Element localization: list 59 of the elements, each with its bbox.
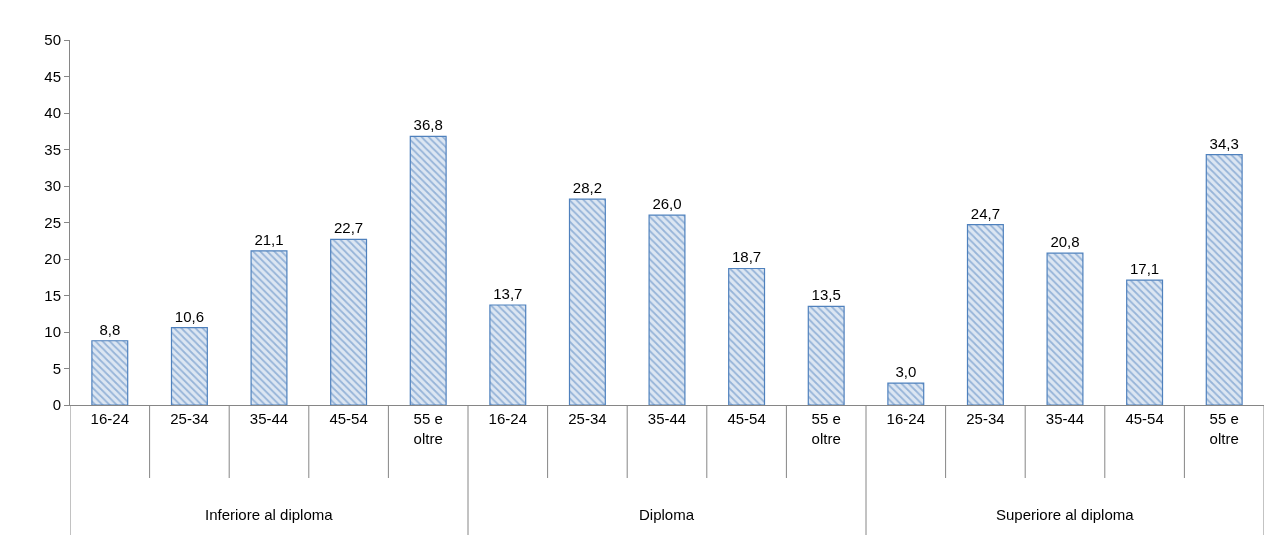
y-tick-label: 20 — [44, 250, 61, 268]
data-label: 10,6 — [174, 307, 204, 325]
data-label: 34,3 — [1209, 134, 1239, 152]
x-tick-label: 25-34 — [170, 410, 209, 427]
x-tick-label: 45-54 — [329, 410, 368, 427]
x-tick-label: 35-44 — [647, 410, 687, 427]
bar — [489, 304, 527, 405]
x-tick-label: 25-34 — [966, 410, 1005, 427]
x-tick-label: 55 e oltre — [413, 410, 443, 447]
y-tick-label: 30 — [44, 177, 61, 195]
data-label: 13,7 — [493, 284, 523, 302]
x-tick-label: 35-44 — [249, 410, 289, 427]
bar — [1126, 279, 1164, 405]
data-label: 8,8 — [99, 320, 121, 338]
bar — [648, 214, 686, 405]
y-tick-label: 50 — [44, 31, 61, 49]
y-tick-label: 5 — [52, 359, 61, 377]
data-label: 20,8 — [1050, 233, 1080, 251]
bar — [568, 198, 606, 405]
data-label: 36,8 — [413, 116, 443, 134]
bar — [966, 224, 1004, 405]
text: Superiore al diploma — [996, 506, 1135, 523]
data-label: 28,2 — [572, 179, 602, 197]
y-tick-label: 35 — [44, 140, 61, 158]
bar — [170, 327, 208, 405]
x-tick-label: 45-54 — [727, 410, 766, 427]
text: Diploma — [639, 506, 695, 523]
bar — [807, 305, 845, 405]
bar — [1205, 154, 1243, 405]
bar — [250, 250, 288, 405]
x-tick-label: 35-44 — [1045, 410, 1085, 427]
y-tick-label: 10 — [44, 323, 61, 341]
y-tick-label: 45 — [44, 67, 61, 85]
x-tick-label: 55 e oltre — [811, 410, 841, 447]
x-tick-label: 55 e oltre — [1209, 410, 1239, 447]
x-tick-label: 16-24 — [488, 410, 527, 427]
data-label: 3,0 — [895, 363, 917, 381]
x-tick-label: 45-54 — [1125, 410, 1164, 427]
data-label: 24,7 — [970, 204, 1000, 222]
bar — [1046, 252, 1084, 405]
data-label: 18,7 — [732, 248, 762, 266]
y-tick-label: 40 — [44, 104, 61, 122]
x-tick-label: 25-34 — [568, 410, 607, 427]
bar — [409, 135, 447, 405]
y-tick-label: 15 — [44, 286, 61, 304]
data-label: 21,1 — [254, 230, 284, 248]
data-label: 22,7 — [334, 219, 364, 237]
data-label: 13,5 — [811, 286, 841, 304]
bar — [330, 238, 368, 405]
text: Inferiore al diploma — [205, 506, 334, 523]
y-tick-label: 25 — [44, 213, 61, 231]
bar — [887, 382, 925, 405]
y-tick-label: 0 — [52, 396, 61, 414]
bar — [728, 267, 766, 405]
x-tick-label: 16-24 — [886, 410, 925, 427]
data-label: 17,1 — [1130, 260, 1160, 278]
data-label: 26,0 — [652, 195, 682, 213]
bar — [91, 340, 129, 405]
x-tick-label: 16-24 — [90, 410, 129, 427]
